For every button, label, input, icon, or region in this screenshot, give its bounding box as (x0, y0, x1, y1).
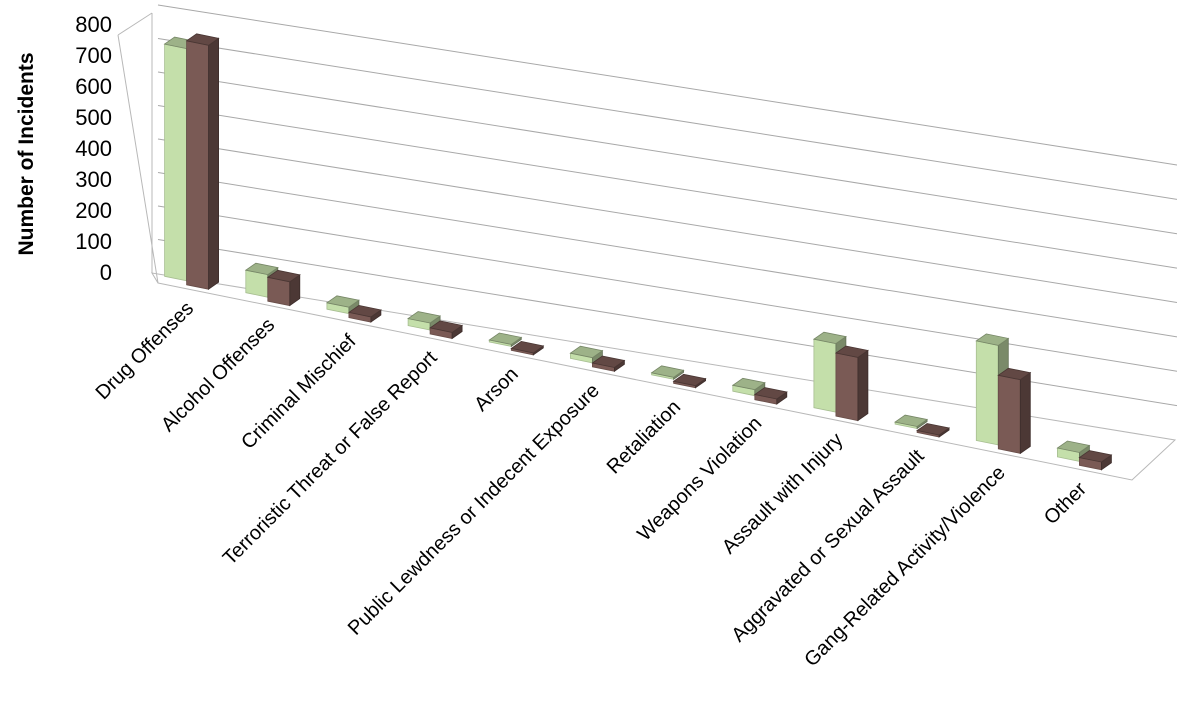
bar-top-face (916, 423, 951, 436)
bar-top-face (650, 365, 685, 378)
x-category-label: Other (1040, 478, 1091, 529)
gridline (157, 38, 1177, 200)
bar (347, 304, 382, 323)
bar-top-face (834, 345, 869, 358)
bar-top-face (975, 333, 1010, 346)
bar-top-face (672, 373, 707, 387)
bar-top-face (894, 414, 929, 427)
bar-side-face (208, 37, 220, 290)
bar (569, 345, 604, 364)
bar-front-face (997, 374, 1021, 454)
bar-front-face (975, 340, 999, 446)
bar-top-face (510, 340, 545, 354)
bar (1078, 450, 1113, 471)
bar (488, 332, 523, 348)
bar (997, 367, 1032, 455)
bar-front-face (813, 338, 837, 413)
bar-front-face (164, 43, 188, 282)
y-tick-label: 600 (75, 74, 112, 99)
bar-top-face (488, 332, 523, 345)
x-category-label: Gang-Related Activity/Violence (800, 462, 1009, 671)
bar-top-face (407, 311, 442, 324)
bar (591, 355, 626, 373)
y-tick-label: 300 (75, 167, 112, 192)
bar-top-face (325, 295, 360, 308)
bar (916, 423, 951, 438)
bar-top-face (591, 355, 626, 368)
gridline (157, 172, 1177, 338)
bar (650, 365, 685, 381)
bar-top-face (997, 367, 1032, 381)
bar (407, 311, 442, 331)
bar (672, 373, 707, 389)
x-category-label: Arson (470, 363, 523, 416)
y-tick-label: 700 (75, 43, 112, 68)
gridline (157, 4, 1177, 166)
x-category-label: Retaliation (603, 396, 685, 478)
bar-front-face (186, 40, 210, 290)
bar-top-face (185, 33, 220, 46)
gridline (157, 105, 1177, 269)
bar-top-face (266, 269, 301, 283)
x-category-label: Drug Offenses (92, 298, 198, 404)
bar (834, 345, 869, 422)
bar (325, 295, 360, 315)
bar-top-face (569, 345, 604, 359)
bar (266, 269, 301, 307)
bar-top-face (1056, 440, 1091, 453)
gridline (157, 138, 1177, 303)
top-left-edge (117, 12, 153, 36)
bar-top-face (812, 331, 847, 345)
bar-top-face (731, 377, 766, 391)
bar (894, 414, 929, 430)
bar-side-face (1019, 371, 1031, 455)
bar-top-face (753, 387, 788, 400)
x-category-label: Aggravated or Sexual Assault (728, 445, 929, 646)
y-tick-label: 0 (100, 260, 112, 285)
side-wall-edge (117, 34, 159, 284)
bar-side-face (857, 349, 869, 422)
bar-top-face (347, 304, 382, 318)
bar-layer (163, 33, 1113, 471)
y-axis-title: Number of Incidents (15, 52, 38, 255)
bar (510, 340, 545, 356)
gridline (157, 71, 1177, 235)
bar-front-face (267, 276, 291, 307)
y-tick-label: 800 (75, 12, 112, 37)
y-tick-label: 100 (75, 229, 112, 254)
bar-top-face (244, 262, 279, 276)
bar-top-face (1078, 450, 1113, 463)
y-tick-label: 400 (75, 136, 112, 161)
ytick-layer: 0 100 200 300 400 500 600 700 800 (75, 12, 112, 285)
bar (185, 33, 220, 290)
bar (753, 387, 788, 405)
bar-top-face (429, 320, 464, 333)
y-tick-label: 500 (75, 105, 112, 130)
gridline (157, 205, 1177, 372)
grid-layer (157, 4, 1177, 407)
bar (429, 320, 464, 340)
bar-front-face (835, 352, 859, 422)
y-tick-label: 200 (75, 198, 112, 223)
x-category-label: Terroristic Threat or False Report (219, 347, 442, 570)
